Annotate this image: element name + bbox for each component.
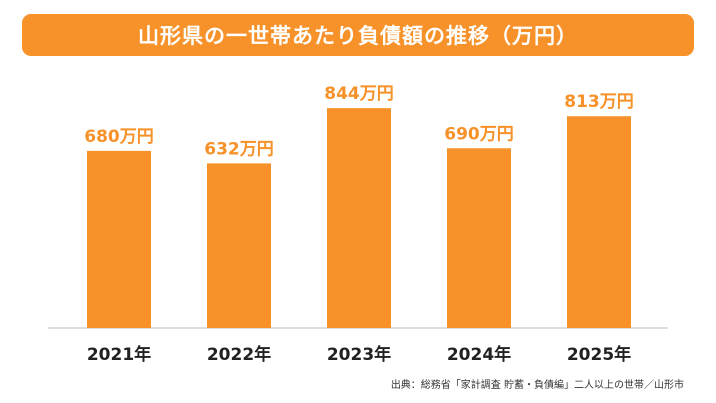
x-tick-label: 2025年	[567, 344, 631, 365]
x-tick-label: 2023年	[327, 344, 391, 365]
data-label: 632万円	[204, 139, 274, 159]
x-tick-label: 2024年	[447, 344, 511, 365]
data-label: 844万円	[324, 84, 394, 104]
data-label: 690万円	[444, 124, 514, 144]
bar-2024年	[447, 148, 511, 328]
x-tick-label: 2021年	[87, 344, 151, 365]
bar-2021年	[87, 150, 151, 328]
chart-title-banner: 山形県の一世帯あたり負債額の推移（万円）	[22, 14, 694, 56]
data-label: 813万円	[564, 92, 634, 112]
bar-2022年	[207, 163, 271, 328]
bar-2025年	[567, 116, 631, 328]
data-label: 680万円	[84, 127, 154, 147]
chart-title: 山形県の一世帯あたり負債額の推移（万円）	[138, 24, 578, 48]
bar-2023年	[327, 108, 391, 328]
source-note: 出典：総務省「家計調査 貯蓄・負債編」二人以上の世帯／山形市	[390, 380, 684, 391]
x-tick-label: 2022年	[207, 344, 271, 365]
